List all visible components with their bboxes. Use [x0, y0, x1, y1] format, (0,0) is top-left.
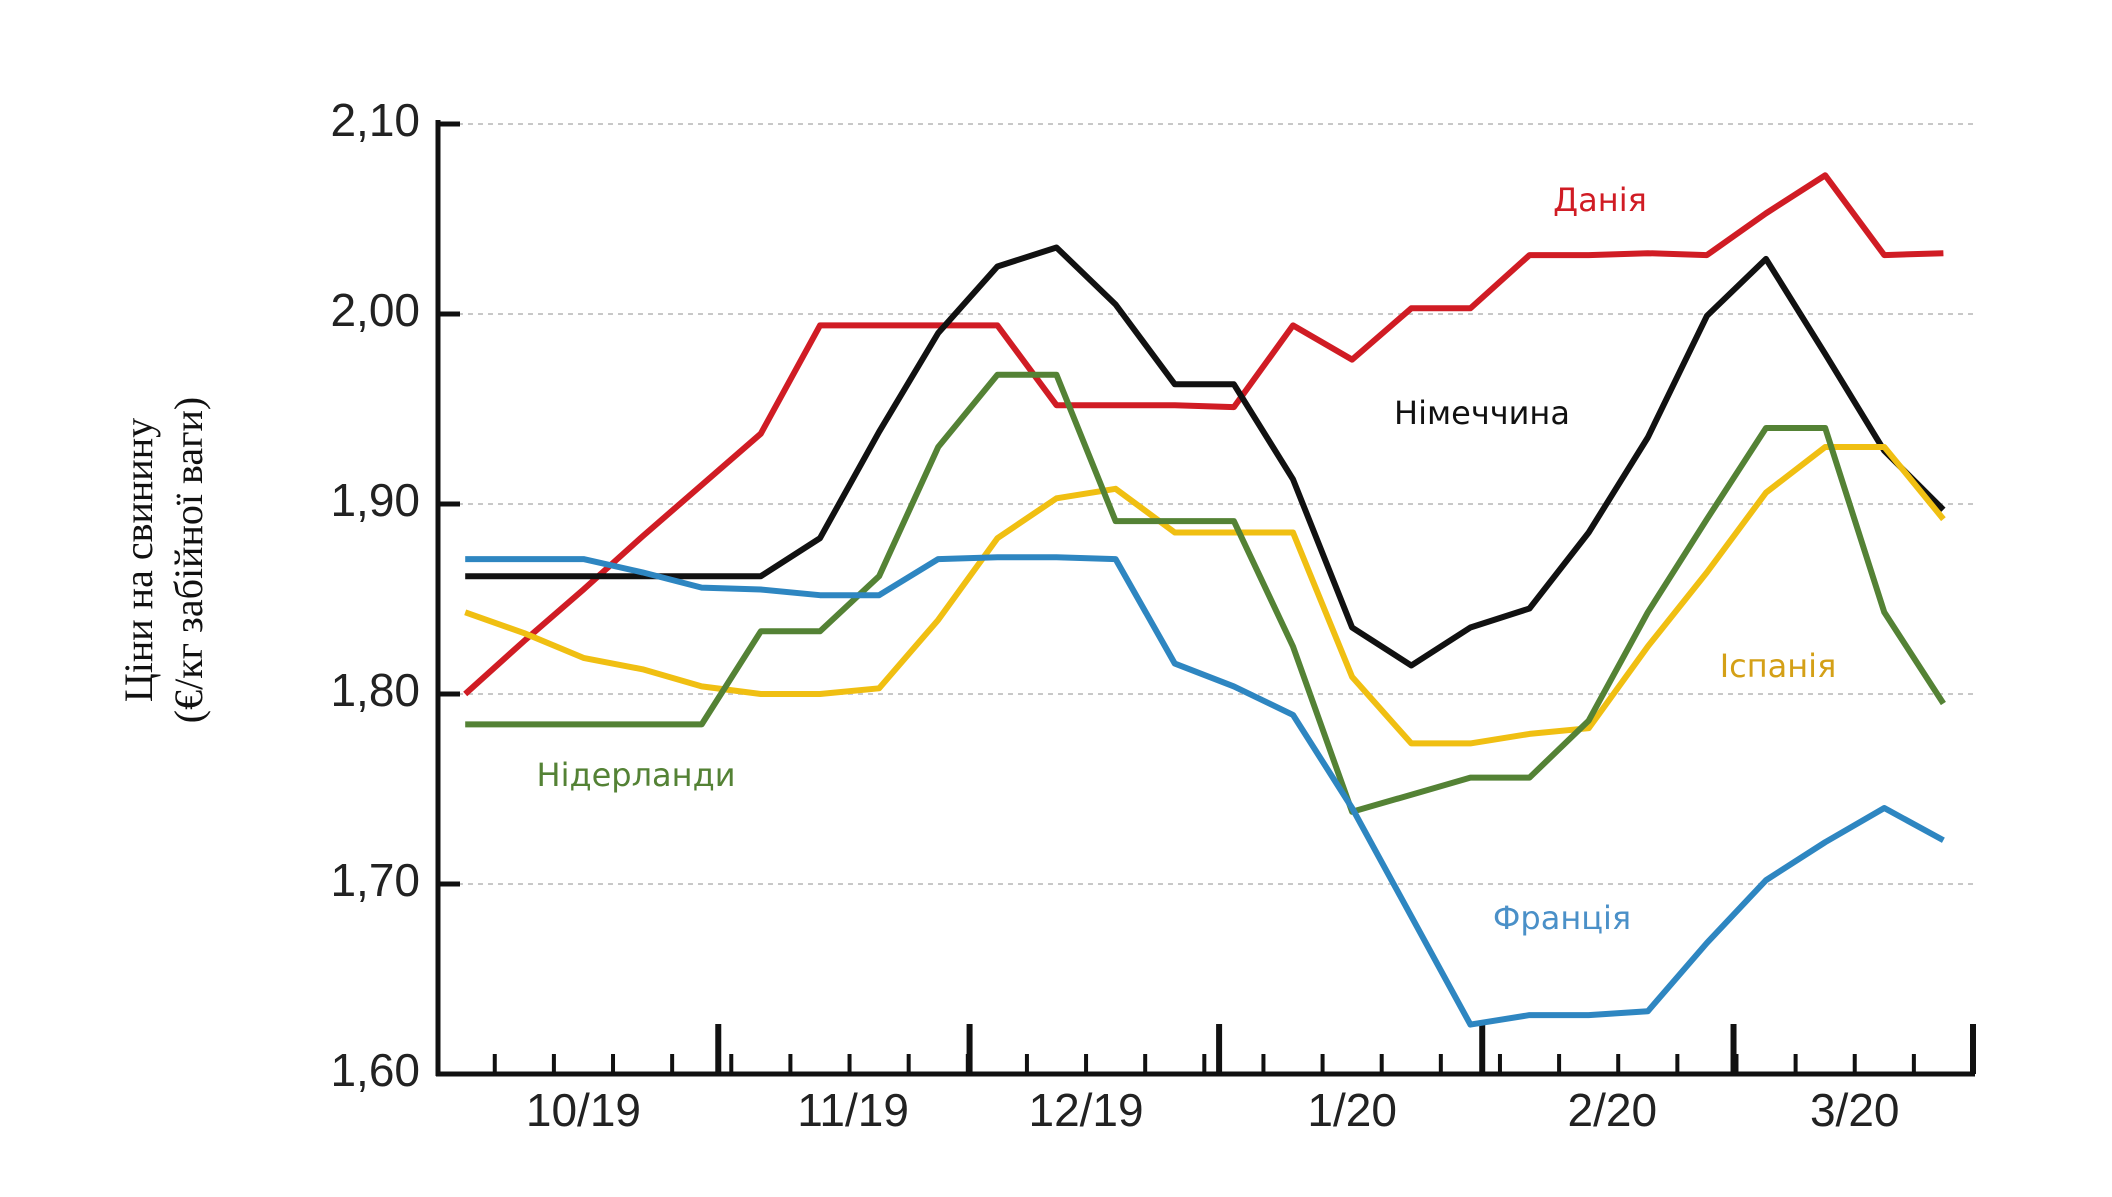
x-tick-label: 10/19: [526, 1084, 641, 1136]
x-tick-label: 12/19: [1028, 1084, 1143, 1136]
series-label: Нідерланди: [537, 756, 736, 794]
series-label: Німеччина: [1394, 394, 1570, 432]
series-line: [463, 172, 1944, 697]
y-tick-label: 1,80: [330, 664, 420, 716]
y-tick-label: 1,60: [330, 1044, 420, 1096]
y-axis-title-line: Ціни на свинину: [116, 418, 161, 702]
series-label: Іспанія: [1720, 647, 1837, 685]
x-tick-label: 3/20: [1810, 1084, 1900, 1136]
series-line: [464, 444, 1946, 747]
x-tick-label: 11/19: [797, 1084, 909, 1136]
y-tick-label: 1,70: [330, 854, 420, 906]
series-label: Франція: [1493, 899, 1631, 937]
y-tick-label: 2,10: [330, 94, 420, 146]
series-line: [465, 554, 1945, 1028]
y-tick-label: 1,90: [330, 474, 420, 526]
y-axis-title: Ціни на свинину (€/кг забійної ваги): [116, 397, 211, 723]
series-label: Данія: [1553, 181, 1647, 219]
x-tick-label: 2/20: [1568, 1084, 1658, 1136]
y-axis-title-line: (€/кг забійної ваги): [166, 397, 211, 723]
x-tick-label: 1/20: [1307, 1084, 1397, 1136]
series-line: [465, 371, 1946, 815]
y-tick-label: 2,00: [330, 284, 420, 336]
series-line: [465, 244, 1946, 669]
